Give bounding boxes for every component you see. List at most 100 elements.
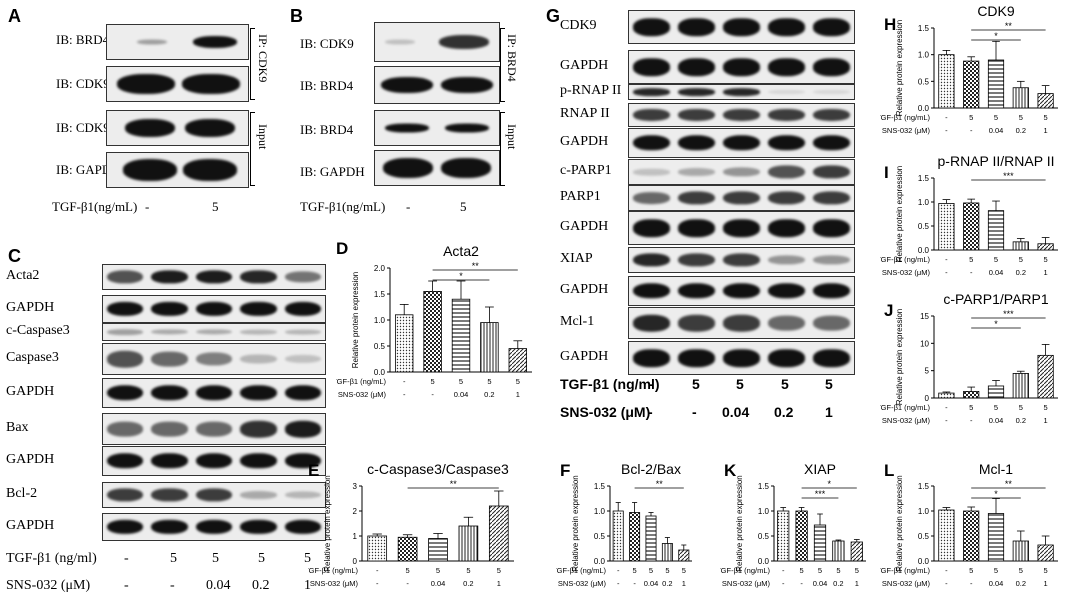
chart-k-ytick-0: 0.0 bbox=[758, 557, 770, 566]
chart-j-xrow1-0: - bbox=[945, 403, 948, 412]
chart-i-sig-0: *** bbox=[1003, 171, 1014, 181]
chart-h-bar-4 bbox=[1037, 93, 1054, 109]
chart-k-xrow1-3: 5 bbox=[836, 566, 840, 575]
treat2-label-c: SNS-032 (μM) bbox=[6, 578, 91, 593]
blot-c-label-4: GAPDH bbox=[6, 384, 55, 399]
chart-j-ytick-2: 10 bbox=[920, 339, 929, 348]
blot-g-label-8: XIAP bbox=[560, 251, 593, 266]
blot-a-input-gapdh bbox=[106, 152, 249, 188]
chart-j-xrow2-1: - bbox=[970, 416, 973, 425]
chart-l-xrow2-3: 0.2 bbox=[1016, 579, 1026, 588]
chart-h-title: CDK9 bbox=[977, 3, 1015, 19]
blot-g-9 bbox=[628, 276, 855, 306]
g-treat1_values-0: - bbox=[648, 376, 653, 392]
chart-i-ytick-1: 0.5 bbox=[918, 222, 930, 231]
chart-l-title: Mcl-1 bbox=[979, 461, 1013, 477]
ip-bracket-a bbox=[250, 28, 255, 100]
blot-b-label-1: IB: CDK9 bbox=[300, 36, 354, 51]
chart-f-xrow2-2: 0.04 bbox=[644, 579, 659, 588]
chart-i-bar-0 bbox=[938, 203, 955, 251]
chart-h-ytick-3: 1.5 bbox=[918, 24, 930, 33]
chart-d-xrow1-label: TGF-β1 (ng/mL) bbox=[336, 377, 386, 386]
ip-bracket-b bbox=[500, 28, 505, 102]
chart-d-bar-4 bbox=[508, 348, 528, 373]
chart-d-ytick-3: 1.5 bbox=[374, 290, 386, 299]
chart-k-bar-2 bbox=[813, 524, 827, 562]
chart-h-ytick-0: 0.0 bbox=[918, 104, 930, 113]
chart-f-bar-4 bbox=[678, 549, 690, 562]
chart-e-xrow1-2: 5 bbox=[436, 566, 440, 575]
ip-label-b: IP: BRD4 bbox=[505, 34, 519, 82]
chart-f-bar-1 bbox=[629, 512, 641, 562]
chart-d-xrow2-0: - bbox=[403, 390, 406, 399]
blot-b-label-3: IB: BRD4 bbox=[300, 122, 354, 137]
panel-letter-d: D bbox=[336, 239, 348, 258]
chart-j-bar-3 bbox=[1012, 373, 1029, 399]
chart-i-xrow1-3: 5 bbox=[1019, 255, 1023, 264]
c-treat2_values-4: 1 bbox=[304, 578, 311, 593]
chart-e-ytick-3: 3 bbox=[353, 482, 358, 491]
chart-e-xrow2-0: - bbox=[376, 579, 379, 588]
chart-l-bar-3 bbox=[1012, 540, 1029, 562]
chart-j-xrow1-4: 5 bbox=[1044, 403, 1048, 412]
chart-i-ytick-2: 1.0 bbox=[918, 198, 930, 207]
blot-g-0 bbox=[628, 10, 855, 44]
chart-f-ylabel: Relative protein expression bbox=[571, 475, 580, 572]
chart-e-title: c-Caspase3/Caspase3 bbox=[367, 461, 509, 477]
blot-b-label-4: IB: GAPDH bbox=[300, 164, 365, 179]
chart-e-bar-1 bbox=[397, 536, 418, 562]
blot-g-label-1: GAPDH bbox=[560, 58, 609, 73]
chart-i-bar-3 bbox=[1012, 241, 1029, 251]
chart-k-ytick-3: 1.5 bbox=[758, 482, 770, 491]
chart-d: D Acta2 Relative protein expression 0.0 0.5 1… bbox=[336, 239, 532, 399]
chart-h-bar-2 bbox=[987, 59, 1005, 109]
treat1-label-g: TGF-β1 (ng/ml) bbox=[560, 376, 660, 392]
chart-f-xrow1-0: - bbox=[617, 566, 620, 575]
chart-e-xrow1-4: 5 bbox=[497, 566, 501, 575]
chart-j-bar-0 bbox=[938, 392, 955, 399]
chart-e-xrow2-1: - bbox=[406, 579, 409, 588]
chart-i-xrow2-4: 1 bbox=[1044, 268, 1048, 277]
blot-g-label-4: GAPDH bbox=[560, 134, 609, 149]
treat-label-b: TGF-β1(ng/mL) bbox=[300, 199, 386, 214]
chart-e-bar-2 bbox=[428, 538, 448, 562]
chart-h-xrow2-0: - bbox=[945, 126, 948, 135]
chart-d-ytick-4: 2.0 bbox=[374, 264, 386, 273]
panel-letter-c: C bbox=[8, 246, 21, 266]
chart-k-ytick-2: 1.0 bbox=[758, 507, 770, 516]
chart-k-xrow2-1: - bbox=[800, 579, 803, 588]
chart-i-xrow2-0: - bbox=[945, 268, 948, 277]
blot-g-label-9: GAPDH bbox=[560, 282, 609, 297]
chart-e-xrow2-4: 1 bbox=[497, 579, 501, 588]
chart-k-xrow2-4: 1 bbox=[855, 579, 859, 588]
chart-i-title: p-RNAP II/RNAP II bbox=[938, 153, 1055, 169]
panel-letter-a: A bbox=[8, 6, 21, 26]
chart-l: L Mcl-1 Relative protein expression 0.0 0.5 1… bbox=[880, 461, 1058, 588]
chart-d-xrow2-3: 0.2 bbox=[484, 390, 494, 399]
input-bracket-b bbox=[500, 112, 505, 186]
chart-l-xrow2-0: - bbox=[945, 579, 948, 588]
chart-k-bar-3 bbox=[832, 540, 845, 562]
blot-g-10 bbox=[628, 307, 855, 339]
blot-g-label-10: Mcl-1 bbox=[560, 314, 595, 329]
blot-g-label-2: p-RNAP II bbox=[560, 83, 622, 98]
chart-h-ytick-2: 1.0 bbox=[918, 51, 930, 60]
chart-i-bar-4 bbox=[1037, 243, 1054, 251]
chart-h-ytick-1: 0.5 bbox=[918, 77, 930, 86]
chart-e-sig-0: ** bbox=[450, 479, 458, 489]
chart-d-ytick-0: 0.0 bbox=[374, 368, 386, 377]
chart-d-bar-3 bbox=[480, 322, 499, 373]
chart-l-xrow1-1: 5 bbox=[969, 566, 973, 575]
chart-j-sig-0: *** bbox=[1003, 309, 1014, 319]
ip-label-a: IP: CDK9 bbox=[256, 34, 270, 83]
chart-k-xrow2-0: - bbox=[782, 579, 785, 588]
chart-l-xrow2-2: 0.04 bbox=[989, 579, 1004, 588]
blot-g-1 bbox=[628, 50, 855, 84]
panel-letter-h: H bbox=[884, 15, 896, 34]
chart-k-ylabel: Relative protein expression bbox=[735, 475, 744, 572]
blot-c-1 bbox=[102, 295, 326, 323]
chart-f-xrow2-3: 0.2 bbox=[662, 579, 672, 588]
chart-k-xrow2-label: SNS-032 (μM) bbox=[722, 579, 771, 588]
chart-k-title: XIAP bbox=[804, 461, 836, 477]
c-treat1_values-2: 5 bbox=[212, 551, 219, 566]
